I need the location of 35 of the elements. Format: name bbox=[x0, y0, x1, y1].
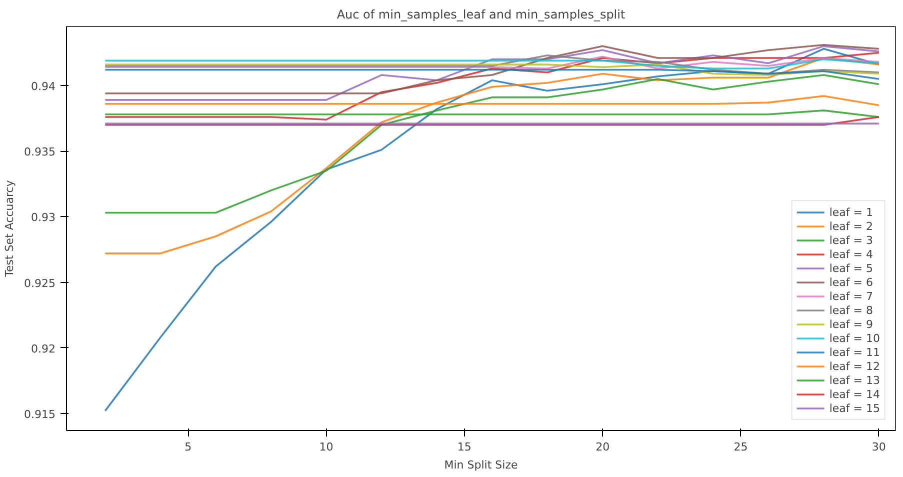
x-tick-label: 30 bbox=[872, 440, 886, 454]
legend-label: leaf = 1 bbox=[829, 205, 873, 219]
line-series bbox=[104, 54, 880, 75]
legend-label: leaf = 5 bbox=[829, 261, 873, 275]
legend-label: leaf = 10 bbox=[829, 331, 880, 345]
legend-label: leaf = 7 bbox=[829, 289, 873, 303]
legend-label: leaf = 8 bbox=[829, 303, 873, 317]
legend-label: leaf = 14 bbox=[829, 387, 880, 401]
y-tick-label: 0.925 bbox=[24, 276, 56, 290]
legend-label: leaf = 2 bbox=[829, 219, 873, 233]
legend-label: leaf = 4 bbox=[829, 247, 873, 261]
line-series bbox=[104, 58, 880, 70]
legend-label: leaf = 13 bbox=[829, 373, 880, 387]
legend-label: leaf = 15 bbox=[829, 401, 880, 415]
legend-label: leaf = 6 bbox=[829, 275, 873, 289]
legend-label: leaf = 3 bbox=[829, 233, 873, 247]
legend-label: leaf = 9 bbox=[829, 317, 873, 331]
y-tick-label: 0.94 bbox=[31, 80, 56, 94]
chart-title: Auc of min_samples_leaf and min_samples_split bbox=[336, 8, 626, 22]
y-tick-label: 0.915 bbox=[24, 408, 56, 421]
legend-label: leaf = 11 bbox=[829, 345, 880, 359]
x-tick-label: 10 bbox=[319, 440, 334, 454]
x-tick-label: 25 bbox=[734, 440, 748, 454]
x-tick-label: 20 bbox=[596, 440, 610, 454]
y-tick-label: 0.935 bbox=[24, 146, 56, 159]
legend-label: leaf = 12 bbox=[829, 359, 880, 373]
x-tick-label: 15 bbox=[457, 440, 472, 454]
y-tick-label: 0.93 bbox=[31, 211, 56, 224]
x-axis-title: Min Split Size bbox=[444, 458, 518, 472]
line-series bbox=[104, 52, 880, 121]
x-tick-label: 5 bbox=[184, 440, 192, 454]
y-tick-label: 0.92 bbox=[31, 342, 56, 356]
line-series bbox=[104, 56, 880, 70]
y-axis-title: Test Set Accuarcy bbox=[3, 180, 16, 278]
line-series bbox=[104, 64, 880, 76]
